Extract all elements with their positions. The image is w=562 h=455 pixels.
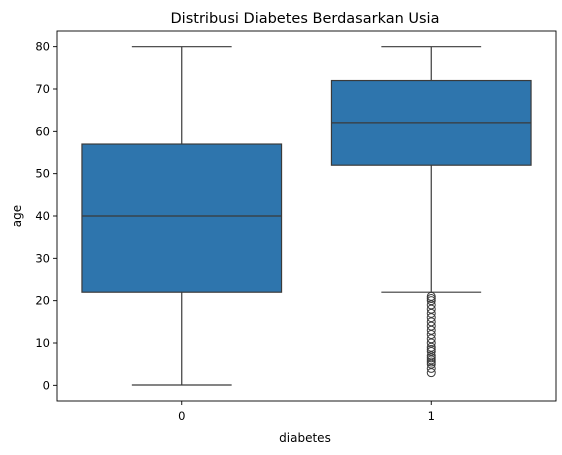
- y-tick-label: 80: [35, 40, 50, 54]
- box-group-1: [330, 46, 532, 378]
- x-tick-label: 0: [178, 409, 185, 423]
- y-tick-label: 30: [35, 251, 50, 265]
- y-tick-label: 40: [35, 209, 50, 223]
- y-axis: 0 10 20 30 40 50 60 70 80: [35, 40, 57, 392]
- outlier-point: [426, 344, 436, 354]
- outlier-point: [426, 294, 436, 304]
- outlier-point: [426, 296, 436, 306]
- outlier-point: [426, 357, 436, 367]
- iqr-box: [81, 143, 283, 293]
- chart-title: Distribusi Diabetes Berdasarkan Usia: [171, 11, 440, 27]
- y-tick-label: 0: [43, 378, 50, 392]
- box-group-0: [81, 46, 283, 386]
- outlier-point: [426, 291, 436, 301]
- y-tick-label: 20: [35, 294, 50, 308]
- y-tick-label: 10: [35, 336, 50, 350]
- x-tick-label: 1: [428, 409, 435, 423]
- y-tick-label: 50: [35, 167, 50, 181]
- y-tick-label: 60: [35, 124, 50, 138]
- y-axis-label: age: [10, 205, 24, 227]
- boxes-layer: [81, 46, 532, 386]
- y-tick-label: 70: [35, 82, 50, 96]
- x-axis-label: diabetes: [279, 431, 331, 445]
